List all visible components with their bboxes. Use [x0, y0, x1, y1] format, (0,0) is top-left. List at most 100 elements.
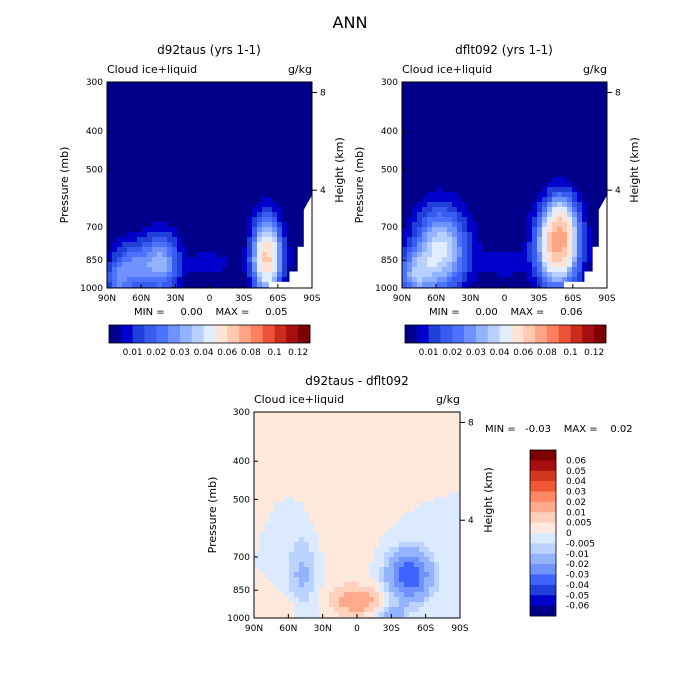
- contour-cell: [577, 252, 583, 258]
- contour-cell: [482, 202, 488, 208]
- contour-cell: [417, 137, 423, 143]
- contour-cell: [562, 277, 568, 283]
- contour-cell: [454, 497, 460, 503]
- contour-cell: [379, 567, 385, 573]
- contour-cell: [472, 257, 478, 263]
- contour-cell: [389, 437, 395, 443]
- contour-cell: [292, 132, 298, 138]
- contour-cell: [354, 512, 360, 518]
- contour-cell: [477, 177, 483, 183]
- contour-cell: [217, 202, 223, 208]
- contour-cell: [344, 542, 350, 548]
- contour-cell: [587, 112, 593, 118]
- contour-cell: [242, 107, 248, 113]
- contour-cell: [424, 472, 430, 478]
- contour-cell: [247, 107, 253, 113]
- contour-cell: [122, 162, 128, 168]
- contour-cell: [419, 452, 425, 458]
- contour-cell: [597, 167, 603, 173]
- contour-cell: [374, 422, 380, 428]
- contour-cell: [419, 492, 425, 498]
- contour-cell: [182, 112, 188, 118]
- contour-cell: [274, 437, 280, 443]
- contour-cell: [517, 252, 523, 258]
- contour-cell: [132, 82, 138, 88]
- contour-cell: [274, 522, 280, 528]
- contour-cell: [232, 262, 238, 268]
- contour-cell: [299, 432, 305, 438]
- contour-cell: [324, 547, 330, 553]
- contour-cell: [419, 542, 425, 548]
- contour-cell: [462, 247, 468, 253]
- contour-cell: [522, 97, 528, 103]
- contour-cell: [427, 87, 433, 93]
- colorbar-swatch: [120, 325, 133, 343]
- contour-cell: [267, 187, 273, 193]
- contour-cell: [417, 147, 423, 153]
- contour-cell: [172, 242, 178, 248]
- contour-cell: [297, 102, 303, 108]
- contour-cell: [522, 272, 528, 278]
- contour-cell: [152, 252, 158, 258]
- contour-cell: [207, 182, 213, 188]
- contour-cell: [167, 167, 173, 173]
- contour-cell: [227, 212, 233, 218]
- contour-cell: [329, 532, 335, 538]
- contour-cell: [349, 547, 355, 553]
- contour-cell: [182, 162, 188, 168]
- contour-cell: [294, 422, 300, 428]
- contour-cell: [369, 442, 375, 448]
- contour-cell: [267, 112, 273, 118]
- contour-cell: [349, 527, 355, 533]
- contour-cell: [167, 262, 173, 268]
- contour-cell: [339, 507, 345, 513]
- contour-cell: [117, 117, 123, 123]
- contour-cell: [112, 142, 118, 148]
- contour-cell: [182, 152, 188, 158]
- contour-cell: [412, 172, 418, 178]
- contour-cell: [314, 567, 320, 573]
- contour-cell: [417, 82, 423, 88]
- contour-cell: [212, 262, 218, 268]
- contour-cell: [117, 187, 123, 193]
- contour-cell: [299, 497, 305, 503]
- contour-cell: [277, 202, 283, 208]
- contour-cell: [582, 227, 588, 233]
- contour-cell: [267, 162, 273, 168]
- contour-cell: [237, 97, 243, 103]
- contour-cell: [389, 562, 395, 568]
- contour-cell: [492, 237, 498, 243]
- contour-cell: [142, 232, 148, 238]
- contour-cell: [467, 92, 473, 98]
- contour-cell: [537, 232, 543, 238]
- contour-cell: [507, 242, 513, 248]
- contour-cell: [354, 537, 360, 543]
- contour-cell: [374, 532, 380, 538]
- contour-cell: [427, 132, 433, 138]
- contour-cell: [162, 167, 168, 173]
- contour-cell: [112, 197, 118, 203]
- contour-cell: [394, 522, 400, 528]
- contour-cell: [254, 477, 260, 483]
- contour-cell: [547, 157, 553, 163]
- contour-cell: [192, 117, 198, 123]
- contour-cell: [552, 212, 558, 218]
- contour-cell: [577, 172, 583, 178]
- contour-cell: [577, 132, 583, 138]
- contour-cell: [117, 217, 123, 223]
- contour-cell: [384, 517, 390, 523]
- contour-cell: [472, 252, 478, 258]
- contour-cell: [442, 237, 448, 243]
- contour-cell: [557, 92, 563, 98]
- contour-cell: [132, 217, 138, 223]
- contour-cell: [349, 502, 355, 508]
- contour-cell: [512, 267, 518, 273]
- contour-cell: [242, 112, 248, 118]
- contour-cell: [487, 262, 493, 268]
- contour-cell: [379, 562, 385, 568]
- contour-cell: [324, 457, 330, 463]
- contour-cell: [157, 202, 163, 208]
- contour-cell: [424, 462, 430, 468]
- contour-cell: [577, 147, 583, 153]
- contour-cell: [394, 567, 400, 573]
